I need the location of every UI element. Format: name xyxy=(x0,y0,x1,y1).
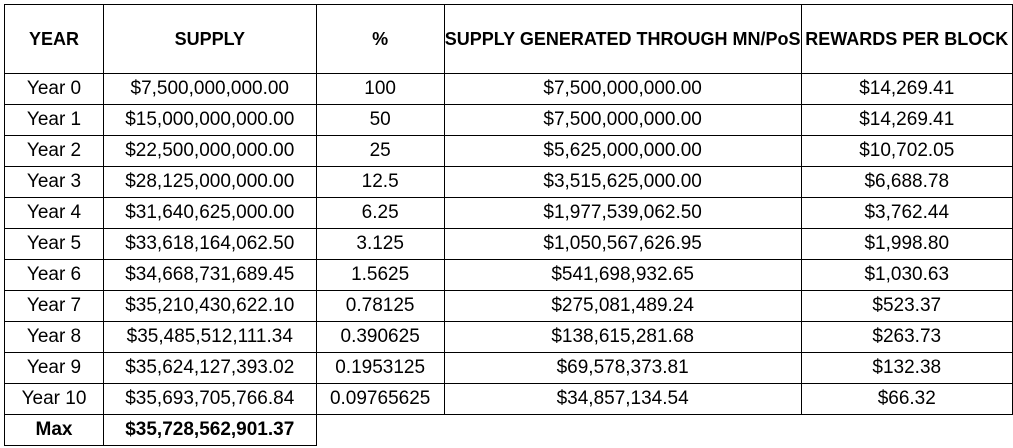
supply-cell[interactable]: $15,000,000,000.00 xyxy=(103,104,317,136)
percent-cell[interactable]: 0.09765625 xyxy=(315,383,445,415)
supply-cell[interactable]: $35,624,127,393.02 xyxy=(103,352,317,384)
table-row: Year 10 $35,693,705,766.84 0.09765625 $34,8… xyxy=(3,383,1013,415)
percent-cell[interactable]: 25 xyxy=(315,135,445,167)
rewards-cell[interactable]: $1,030.63 xyxy=(800,259,1013,291)
rewards-cell[interactable]: $132.38 xyxy=(800,352,1013,384)
supply-generated-cell[interactable]: $5,625,000,000.00 xyxy=(443,135,802,167)
year-cell[interactable]: Year 5 xyxy=(3,228,105,260)
table-row: Year 5 $33,618,164,062.50 3.125 $1,050,567,… xyxy=(3,228,1013,260)
rewards-cell[interactable]: $14,269.41 xyxy=(800,104,1013,136)
supply-generated-cell[interactable]: $69,578,373.81 xyxy=(443,352,802,384)
rewards-cell[interactable]: $14,269.41 xyxy=(800,73,1013,105)
rewards-cell[interactable]: $3,762.44 xyxy=(800,197,1013,229)
supply-generated-cell[interactable]: $138,615,281.68 xyxy=(443,321,802,353)
supply-generated-cell[interactable]: $275,081,489.24 xyxy=(443,290,802,322)
supply-cell[interactable]: $33,618,164,062.50 xyxy=(103,228,317,260)
percent-cell[interactable]: 12.5 xyxy=(315,166,445,198)
year-cell[interactable]: Year 9 xyxy=(3,352,105,384)
table-row: Year 0 $7,500,000,000.00 100 $7,500,000,000… xyxy=(3,73,1013,105)
table-body: Year 0 $7,500,000,000.00 100 $7,500,000,000… xyxy=(3,73,1013,446)
percent-cell[interactable]: 0.78125 xyxy=(315,290,445,322)
supply-cell[interactable]: $35,693,705,766.84 xyxy=(103,383,317,415)
year-cell[interactable]: Year 7 xyxy=(3,290,105,322)
rewards-cell[interactable]: $10,702.05 xyxy=(800,135,1013,167)
supply-cell[interactable]: $22,500,000,000.00 xyxy=(103,135,317,167)
percent-cell[interactable]: 3.125 xyxy=(315,228,445,260)
supply-generated-cell[interactable]: $1,050,567,626.95 xyxy=(443,228,802,260)
max-label-cell[interactable]: Max xyxy=(3,414,105,446)
rewards-cell[interactable]: $6,688.78 xyxy=(800,166,1013,198)
supply-cell[interactable]: $31,640,625,000.00 xyxy=(103,197,317,229)
rewards-cell[interactable]: $66.32 xyxy=(800,383,1013,415)
empty-cell xyxy=(444,414,801,446)
table-row: Year 8 $35,485,512,111.34 0.390625 $138,615… xyxy=(3,321,1013,353)
supply-cell[interactable]: $7,500,000,000.00 xyxy=(103,73,317,105)
year-cell[interactable]: Year 1 xyxy=(3,104,105,136)
year-cell[interactable]: Year 4 xyxy=(3,197,105,229)
year-cell[interactable]: Year 6 xyxy=(3,259,105,291)
supply-generated-cell[interactable]: $7,500,000,000.00 xyxy=(443,73,802,105)
supply-cell[interactable]: $34,668,731,689.45 xyxy=(103,259,317,291)
header-supply[interactable]: SUPPLY xyxy=(103,4,317,74)
rewards-cell[interactable]: $263.73 xyxy=(800,321,1013,353)
percent-cell[interactable]: 1.5625 xyxy=(315,259,445,291)
percent-cell[interactable]: 100 xyxy=(315,73,445,105)
header-supply-generated[interactable]: SUPPLY GENERATED THROUGH MN/PoS xyxy=(443,4,802,74)
max-value-cell[interactable]: $35,728,562,901.37 xyxy=(103,414,317,446)
table-row: Year 2 $22,500,000,000.00 25 $5,625,000,000… xyxy=(3,135,1013,167)
empty-cell xyxy=(316,414,445,446)
supply-generated-cell[interactable]: $7,500,000,000.00 xyxy=(443,104,802,136)
supply-cell[interactable]: $35,485,512,111.34 xyxy=(103,321,317,353)
header-percent[interactable]: % xyxy=(315,4,445,74)
header-row: YEAR SUPPLY % SUPPLY GENERATED THROUGH M… xyxy=(3,4,1013,74)
percent-cell[interactable]: 6.25 xyxy=(315,197,445,229)
supply-cell[interactable]: $28,125,000,000.00 xyxy=(103,166,317,198)
empty-cell xyxy=(801,414,1013,446)
table-row: Year 4 $31,640,625,000.00 6.25 $1,977,539,0… xyxy=(3,197,1013,229)
table-row: Year 6 $34,668,731,689.45 1.5625 $541,698,9… xyxy=(3,259,1013,291)
max-row: Max $35,728,562,901.37 xyxy=(3,414,1013,446)
rewards-cell[interactable]: $1,998.80 xyxy=(800,228,1013,260)
header-year[interactable]: YEAR xyxy=(3,4,105,74)
year-cell[interactable]: Year 0 xyxy=(3,73,105,105)
percent-cell[interactable]: 0.390625 xyxy=(315,321,445,353)
year-cell[interactable]: Year 3 xyxy=(3,166,105,198)
table-row: Year 7 $35,210,430,622.10 0.78125 $275,081,… xyxy=(3,290,1013,322)
supply-table: YEAR SUPPLY % SUPPLY GENERATED THROUGH M… xyxy=(3,4,1013,446)
year-cell[interactable]: Year 8 xyxy=(3,321,105,353)
year-cell[interactable]: Year 2 xyxy=(3,135,105,167)
supply-generated-cell[interactable]: $3,515,625,000.00 xyxy=(443,166,802,198)
supply-generated-cell[interactable]: $34,857,134.54 xyxy=(443,383,802,415)
header-rewards-per-block[interactable]: REWARDS PER BLOCK xyxy=(800,4,1013,74)
percent-cell[interactable]: 50 xyxy=(315,104,445,136)
year-cell[interactable]: Year 10 xyxy=(3,383,105,415)
supply-cell[interactable]: $35,210,430,622.10 xyxy=(103,290,317,322)
supply-generated-cell[interactable]: $541,698,932.65 xyxy=(443,259,802,291)
table-row: Year 1 $15,000,000,000.00 50 $7,500,000,000… xyxy=(3,104,1013,136)
spreadsheet: YEAR SUPPLY % SUPPLY GENERATED THROUGH M… xyxy=(3,4,1013,446)
percent-cell[interactable]: 0.1953125 xyxy=(315,352,445,384)
table-row: Year 3 $28,125,000,000.00 12.5 $3,515,625,0… xyxy=(3,166,1013,198)
table-row: Year 9 $35,624,127,393.02 0.1953125 $69,578… xyxy=(3,352,1013,384)
supply-generated-cell[interactable]: $1,977,539,062.50 xyxy=(443,197,802,229)
rewards-cell[interactable]: $523.37 xyxy=(800,290,1013,322)
